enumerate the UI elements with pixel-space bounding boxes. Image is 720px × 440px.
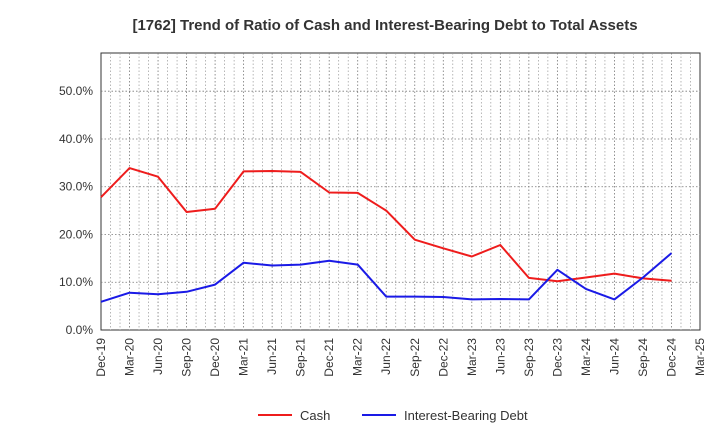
x-tick-label: Mar-22	[351, 338, 365, 376]
x-tick-label: Mar-23	[465, 338, 479, 376]
x-tick-label: Mar-20	[123, 338, 137, 376]
x-tick-label: Mar-24	[579, 338, 593, 376]
x-tick-label: Sep-20	[180, 338, 194, 377]
chart-title: [1762] Trend of Ratio of Cash and Intere…	[132, 17, 637, 34]
y-tick-label: 50.0%	[59, 84, 93, 98]
series-line-cash	[100, 167, 672, 283]
x-tick-label: Jun-20	[151, 338, 165, 375]
x-tick-label: Sep-23	[522, 338, 536, 377]
grid-lines	[101, 53, 700, 330]
x-tick-label: Jun-23	[493, 338, 507, 375]
y-tick-label: 40.0%	[59, 132, 93, 146]
y-tick-label: 0.0%	[66, 323, 94, 337]
x-tick-label: Dec-22	[436, 338, 450, 377]
x-tick-label: Jun-22	[379, 338, 393, 375]
x-tick-label: Dec-21	[322, 338, 336, 377]
x-axis: Dec-19 Mar-20 Jun-20 Sep-20 Dec-20 Mar-21 Jun-…	[94, 338, 707, 377]
y-axis: 0.0% 10.0% 20.0% 30.0% 40.0% 50.0%	[59, 84, 93, 337]
x-tick-label: Dec-19	[94, 338, 108, 377]
x-tick-label: Mar-25	[693, 338, 707, 376]
x-tick-label: Jun-21	[265, 338, 279, 375]
y-tick-label: 30.0%	[59, 180, 93, 194]
y-tick-label: 20.0%	[59, 227, 93, 241]
x-tick-label: Dec-24	[664, 338, 678, 377]
x-tick-label: Sep-24	[636, 338, 650, 377]
legend-label: Interest-Bearing Debt	[404, 408, 528, 423]
x-tick-label: Jun-24	[607, 338, 621, 375]
x-tick-label: Dec-23	[550, 338, 564, 377]
series-lines	[100, 167, 673, 303]
x-tick-label: Sep-21	[294, 338, 308, 377]
plot-area	[100, 52, 701, 331]
x-tick-label: Sep-22	[408, 338, 422, 377]
x-tick-label: Mar-21	[237, 338, 251, 376]
legend-label: Cash	[300, 408, 330, 423]
x-tick-label: Dec-20	[208, 338, 222, 377]
legend: Cash Interest-Bearing Debt	[258, 408, 528, 423]
series-line-interest-bearing-debt	[100, 252, 673, 303]
y-tick-label: 10.0%	[59, 275, 93, 289]
